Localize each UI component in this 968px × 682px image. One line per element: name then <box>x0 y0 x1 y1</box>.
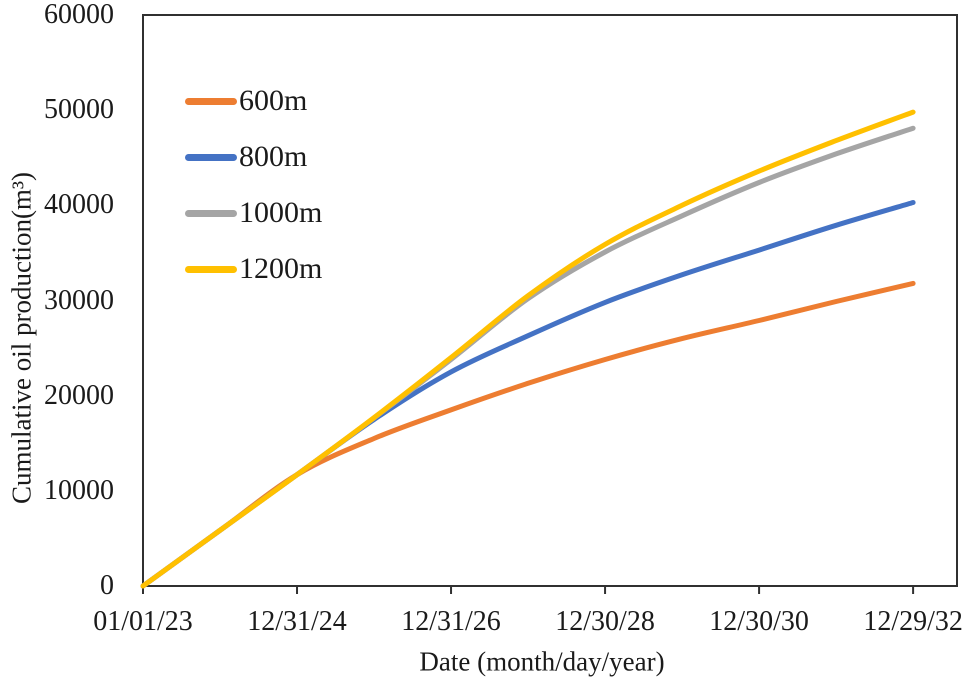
legend-label-1200m: 1200m <box>239 252 323 285</box>
y-tick-label-2: 20000 <box>44 379 114 411</box>
x-tick-label-3: 12/30/28 <box>555 606 655 637</box>
x-tick-label-0: 01/01/23 <box>93 606 193 637</box>
y-tick-label-3: 30000 <box>44 284 114 316</box>
x-tick-label-5: 12/29/32 <box>863 606 963 637</box>
series-line-600m <box>140 280 916 589</box>
legend: 600m 800m 1000m 1200m <box>185 83 322 307</box>
legend-label-800m: 800m <box>239 140 308 173</box>
y-tick-label-4: 40000 <box>44 189 114 221</box>
legend-swatch-1000m <box>185 209 237 217</box>
legend-swatch-600m <box>185 97 237 105</box>
x-tick-label-2: 12/31/26 <box>401 606 501 637</box>
x-tick-label-1: 12/31/24 <box>247 606 347 637</box>
legend-label-600m: 600m <box>239 84 308 117</box>
legend-item-1000m: 1000m <box>185 195 322 231</box>
plot-border <box>142 14 958 587</box>
y-tick-label-0: 0 <box>100 570 114 601</box>
x-tick-label-4: 12/30/30 <box>709 606 809 637</box>
y-tick-label-1: 10000 <box>44 474 114 506</box>
legend-label-1000m: 1000m <box>239 196 323 229</box>
legend-item-1200m: 1200m <box>185 251 322 287</box>
series-line-1200m <box>140 109 916 589</box>
legend-swatch-800m <box>185 153 237 161</box>
x-axis-title: Date (month/day/year) <box>419 646 665 677</box>
y-tick-label-6: 60000 <box>44 0 114 30</box>
legend-item-800m: 800m <box>185 139 322 175</box>
y-tick-label-5: 50000 <box>44 94 114 126</box>
legend-swatch-1200m <box>185 265 237 273</box>
legend-item-600m: 600m <box>185 83 322 119</box>
